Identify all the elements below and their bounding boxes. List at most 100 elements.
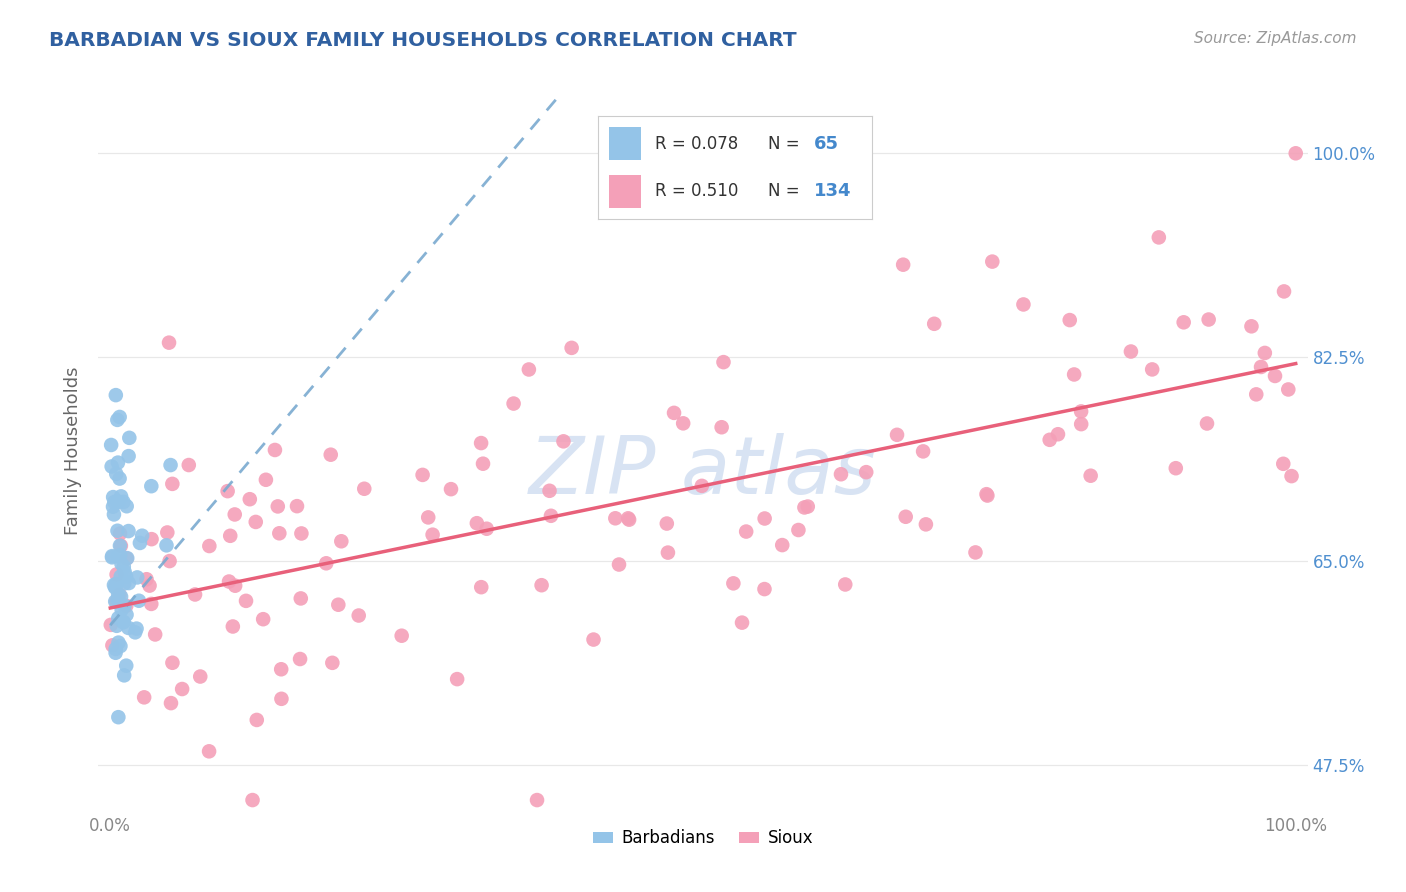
Text: Source: ZipAtlas.com: Source: ZipAtlas.com [1194,31,1357,46]
Sioux [290,591,312,606]
Barbadians [107,524,129,538]
Sioux [159,554,181,568]
Barbadians [114,599,136,613]
Sioux [1240,319,1263,334]
Y-axis label: Family Households: Family Households [65,367,83,534]
Barbadians [101,500,124,514]
Text: R = 0.510: R = 0.510 [655,182,738,200]
Sioux [184,587,207,601]
Bar [609,176,641,208]
Sioux [1250,359,1272,374]
Text: N =: N = [768,135,799,153]
Sioux [1070,404,1092,418]
Barbadians [115,607,138,622]
Sioux [1147,230,1170,244]
Sioux [1254,346,1277,360]
Sioux [530,578,553,592]
Sioux [981,254,1004,268]
Sioux [246,713,269,727]
Barbadians [108,471,131,485]
Sioux [617,511,640,525]
Sioux [891,258,914,272]
Sioux [470,580,492,594]
Sioux [100,618,122,632]
Barbadians [107,635,129,649]
Barbadians [100,438,122,452]
Sioux [965,545,987,559]
Sioux [270,691,292,706]
Barbadians [115,500,138,514]
Bar [609,128,641,160]
Barbadians [112,559,135,574]
Sioux [105,567,128,582]
Sioux [1070,417,1092,431]
Sioux [353,482,375,496]
Sioux [607,558,630,572]
Barbadians [159,458,181,472]
Sioux [222,619,245,633]
Barbadians [105,413,128,427]
Sioux [1195,417,1218,431]
Sioux [267,500,290,514]
Sioux [264,442,287,457]
Sioux [830,467,852,482]
Sioux [347,608,370,623]
Barbadians [115,551,138,566]
Barbadians [117,621,139,635]
Barbadians [118,431,141,445]
Barbadians [127,570,149,584]
Text: 134: 134 [814,182,852,200]
Barbadians [155,538,177,552]
Sioux [134,690,156,705]
Sioux [157,335,180,350]
Barbadians [114,565,136,579]
Sioux [475,522,498,536]
Sioux [245,515,267,529]
Sioux [470,436,492,450]
Sioux [1277,383,1299,397]
Sioux [561,341,583,355]
Sioux [160,696,183,710]
Sioux [922,317,945,331]
Barbadians [107,710,129,724]
Sioux [135,572,157,586]
Sioux [270,662,292,676]
Barbadians [103,495,125,509]
Barbadians [112,668,135,682]
Sioux [915,517,938,532]
Sioux [188,669,211,683]
Sioux [713,355,735,369]
Barbadians [103,508,125,522]
Barbadians [103,578,125,592]
Sioux [328,598,350,612]
Sioux [690,479,713,493]
Sioux [235,594,257,608]
Sioux [1046,427,1069,442]
Text: R = 0.078: R = 0.078 [655,135,738,153]
Sioux [319,448,342,462]
Sioux [418,510,440,524]
Sioux [440,482,463,496]
Barbadians [125,622,148,636]
Sioux [855,465,877,479]
Sioux [162,476,184,491]
Sioux [115,551,138,566]
Barbadians [107,587,129,601]
Sioux [1012,297,1035,311]
Barbadians [104,580,127,594]
Barbadians [105,619,128,633]
Sioux [754,511,776,525]
Sioux [224,579,246,593]
Sioux [976,489,998,503]
Barbadians [141,479,163,493]
Sioux [1285,146,1308,161]
Barbadians [110,639,132,653]
Text: BARBADIAN VS SIOUX FAMILY HOUSEHOLDS CORRELATION CHART: BARBADIAN VS SIOUX FAMILY HOUSEHOLDS COR… [49,31,797,50]
Barbadians [105,467,128,481]
Barbadians [104,581,127,595]
Barbadians [105,577,128,591]
Sioux [526,793,548,807]
Sioux [657,546,679,560]
Sioux [141,532,163,546]
Sioux [1244,387,1267,401]
